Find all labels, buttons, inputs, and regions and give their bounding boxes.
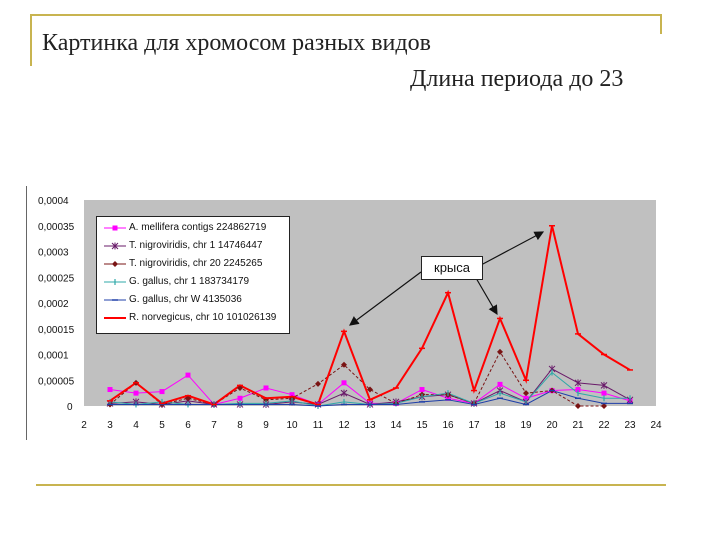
annotation-arrow <box>480 231 545 266</box>
x-tick-label: 23 <box>624 420 636 431</box>
x-tick-label: 24 <box>650 420 662 431</box>
legend-label: R. norvegicus, chr 10 101026139 <box>129 312 277 323</box>
series-line <box>109 350 604 407</box>
chart-legend: A. mellifera contigs 224862719 T. nigrov… <box>96 216 290 334</box>
x-tick-label: 21 <box>572 420 584 431</box>
y-tick-label: 0,00015 <box>38 325 75 336</box>
x-tick-label: 6 <box>185 420 191 431</box>
x-tick-label: 18 <box>494 420 506 431</box>
legend-swatch-marker <box>112 225 118 231</box>
x-tick-label: 4 <box>133 420 139 431</box>
x-tick-label: 15 <box>416 420 428 431</box>
data-point <box>419 387 425 393</box>
data-point <box>159 389 165 395</box>
legend-swatch <box>104 299 126 301</box>
data-point <box>237 384 243 391</box>
x-tick-label: 9 <box>263 420 269 431</box>
x-tick-label: 14 <box>390 420 402 431</box>
data-point <box>133 390 139 396</box>
data-point <box>185 395 191 402</box>
legend-item: R. norvegicus, chr 10 101026139 <box>101 309 289 327</box>
x-tick-label: 8 <box>237 420 243 431</box>
slide-title: Картинка для хромосом разных видов <box>42 30 431 56</box>
legend-swatch <box>104 242 126 250</box>
legend-label: T. nigroviridis, chr 20 2245265 <box>129 258 263 269</box>
frame-right-rule <box>660 14 662 34</box>
annotation-label: крыса <box>421 256 483 280</box>
data-point <box>574 379 582 387</box>
data-point <box>497 381 503 387</box>
data-point <box>575 387 581 393</box>
y-tick-label: 0 <box>67 402 73 413</box>
x-tick-label: 17 <box>468 420 480 431</box>
legend-swatch <box>104 261 126 267</box>
y-tick-label: 0,00035 <box>38 222 75 233</box>
data-point <box>523 395 529 401</box>
x-tick-label: 12 <box>338 420 350 431</box>
data-point <box>601 390 607 396</box>
data-point <box>600 381 608 389</box>
legend-swatch <box>104 317 126 319</box>
x-tick-label: 10 <box>286 420 298 431</box>
data-point <box>367 386 373 393</box>
data-point <box>237 395 243 401</box>
x-tick-label: 13 <box>364 420 376 431</box>
frame-top-rule <box>30 14 662 16</box>
x-tick-label: 16 <box>442 420 454 431</box>
data-point <box>575 403 581 409</box>
y-tick-label: 0,0002 <box>38 299 69 310</box>
data-point <box>341 361 347 368</box>
x-tick-label: 22 <box>598 420 610 431</box>
chart-left-rule <box>26 186 27 440</box>
data-point <box>601 403 607 409</box>
legend-label: G. gallus, chr 1 183734179 <box>129 276 250 287</box>
x-tick-label: 2 <box>81 420 87 431</box>
legend-item: T. nigroviridis, chr 20 2245265 <box>101 255 289 273</box>
data-point <box>263 385 269 391</box>
y-tick-label: 0,0004 <box>38 196 69 207</box>
legend-item: G. gallus, chr W 4135036 <box>101 291 289 309</box>
data-point <box>523 390 529 397</box>
data-point <box>185 372 191 378</box>
data-point <box>340 389 348 397</box>
data-point <box>445 395 451 401</box>
frame-left-rule <box>30 14 32 66</box>
annotation-arrow <box>349 271 422 326</box>
x-tick-label: 7 <box>211 420 217 431</box>
x-tick-label: 3 <box>107 420 113 431</box>
data-point <box>497 348 503 355</box>
legend-swatch <box>104 279 126 285</box>
data-point <box>107 387 113 393</box>
legend-label: T. nigroviridis, chr 1 14746447 <box>129 240 263 251</box>
data-point <box>289 392 295 398</box>
y-tick-label: 0,00005 <box>38 376 75 387</box>
x-tick-label: 11 <box>313 420 324 431</box>
x-tick-label: 20 <box>546 420 558 431</box>
legend-item: A. mellifera contigs 224862719 <box>101 219 289 237</box>
legend-label: G. gallus, chr W 4135036 <box>129 294 242 305</box>
legend-swatch-marker <box>111 242 119 250</box>
slide-subtitle: Длина периода до 23 <box>410 66 624 92</box>
legend-item: G. gallus, chr 1 183734179 <box>101 273 289 291</box>
y-tick-label: 0,00025 <box>38 273 75 284</box>
legend-swatch-marker <box>112 261 118 267</box>
x-tick-label: 5 <box>159 420 165 431</box>
annotation-arrow <box>475 277 498 316</box>
frame-bottom-rule <box>36 484 666 486</box>
y-tick-label: 0,0001 <box>38 351 69 362</box>
data-point <box>341 380 347 386</box>
data-point <box>315 380 321 387</box>
x-tick-label: 19 <box>520 420 532 431</box>
legend-item: T. nigroviridis, chr 1 14746447 <box>101 237 289 255</box>
y-tick-label: 0,0003 <box>38 248 69 259</box>
legend-swatch <box>104 225 126 231</box>
legend-label: A. mellifera contigs 224862719 <box>129 222 267 233</box>
